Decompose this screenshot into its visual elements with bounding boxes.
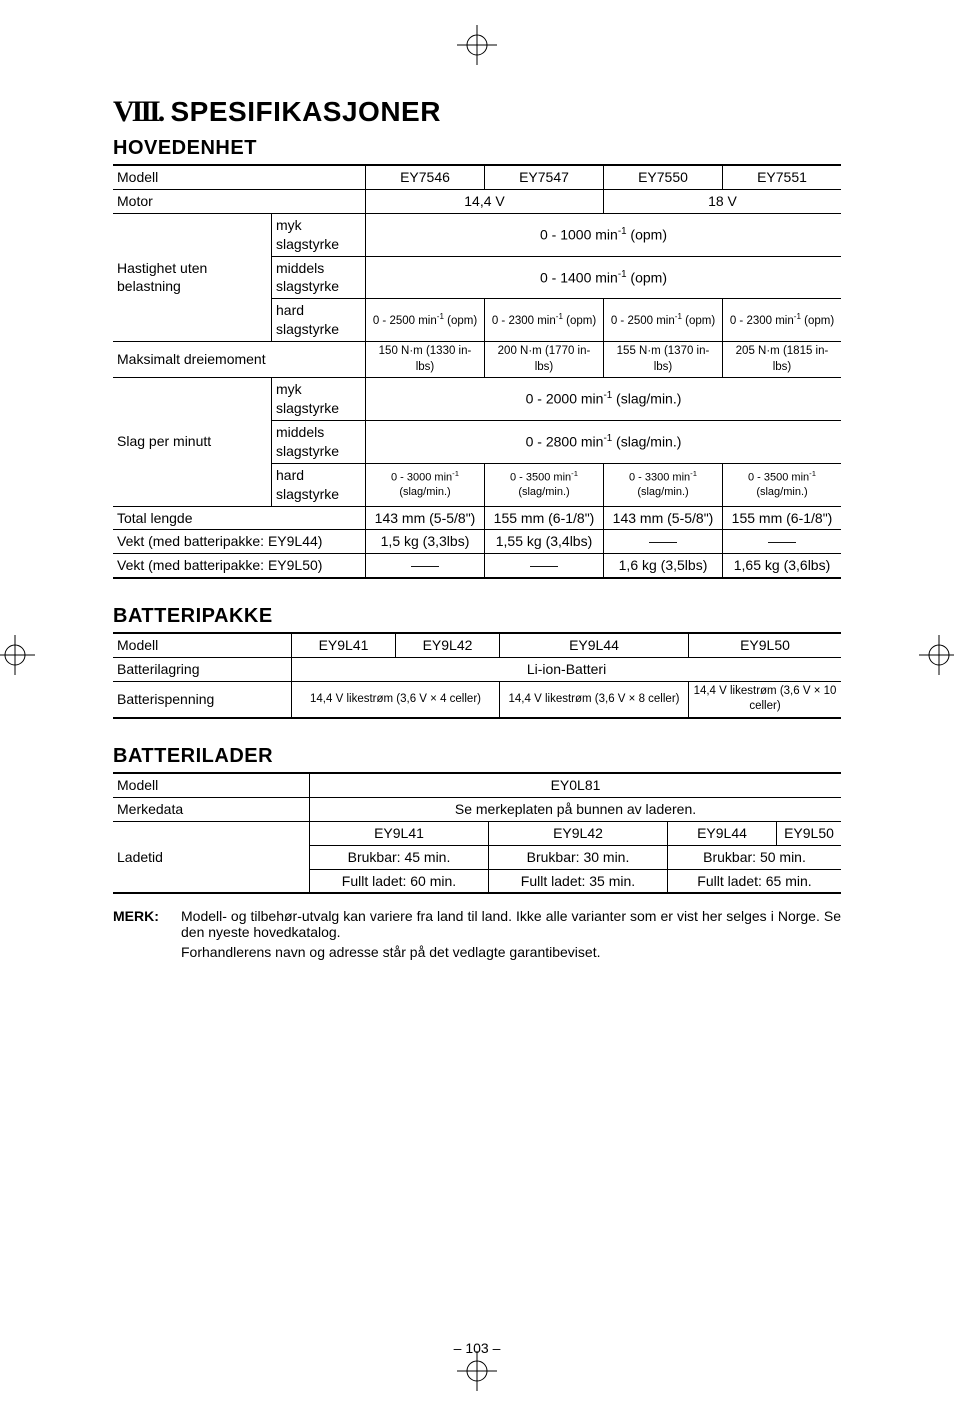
cell: ——: [723, 530, 842, 554]
cell: 14,4 V likestrøm (3,6 V × 10 celler): [689, 681, 842, 718]
label-model: Modell: [113, 773, 310, 797]
label-soft: myk slagstyrke: [272, 378, 366, 421]
cell: 205 N·m (1815 in-lbs): [723, 342, 842, 378]
cell: 0 - 2000 min-1 (slag/min.): [366, 378, 842, 421]
cell: Fullt ladet: 65 min.: [668, 869, 842, 893]
cell: EY9L44: [668, 821, 777, 845]
cell: EY7551: [723, 165, 842, 189]
cell: 0 - 3500 min-1 (slag/min.): [485, 463, 604, 506]
cell: 150 N·m (1330 in-lbs): [366, 342, 485, 378]
crop-mark-right: [919, 635, 954, 675]
label-length: Total lengde: [113, 506, 366, 530]
cell: 155 mm (6-1/8"): [723, 506, 842, 530]
cell: 0 - 3300 min-1 (slag/min.): [604, 463, 723, 506]
label-model: Modell: [113, 633, 292, 657]
cell: 0 - 2300 min-1 (opm): [723, 299, 842, 342]
battery-pack-table: Modell EY9L41 EY9L42 EY9L44 EY9L50 Batte…: [113, 632, 841, 719]
label-motor: Motor: [113, 189, 366, 213]
label-storage: Batterilagring: [113, 658, 292, 682]
cell: Brukbar: 50 min.: [668, 845, 842, 869]
label-hard: hard slagstyrke: [272, 463, 366, 506]
label-chargetime: Ladetid: [113, 821, 310, 893]
cell: Fullt ladet: 60 min.: [310, 869, 489, 893]
cell: 155 mm (6-1/8"): [485, 506, 604, 530]
note-line: Forhandlerens navn og adresse står på de…: [181, 944, 841, 960]
cell: 0 - 3500 min-1 (slag/min.): [723, 463, 842, 506]
cell: EY9L50: [689, 633, 842, 657]
cell: EY9L44: [500, 633, 689, 657]
charger-table: Modell EY0L81 Merkedata Se merkeplaten p…: [113, 772, 841, 894]
cell: 200 N·m (1770 in-lbs): [485, 342, 604, 378]
label-blows: Slag per minutt: [113, 378, 272, 506]
section-title: VIII. SPESIFIKASJONER: [113, 95, 841, 129]
cell: 143 mm (5-5/8"): [604, 506, 723, 530]
cell: 143 mm (5-5/8"): [366, 506, 485, 530]
cell: EY9L42: [489, 821, 668, 845]
cell: 1,5 kg (3,3lbs): [366, 530, 485, 554]
label-speed: Hastighet uten belastning: [113, 213, 272, 341]
crop-mark-bottom: [457, 1351, 497, 1391]
crop-mark-left: [0, 635, 35, 675]
note-block: MERK: Modell- og tilbehør-utvalg kan var…: [113, 908, 841, 960]
cell: 0 - 1000 min-1 (opm): [366, 213, 842, 256]
cell: 0 - 2500 min-1 (opm): [366, 299, 485, 342]
cell: Fullt ladet: 35 min.: [489, 869, 668, 893]
cell: EY9L50: [777, 821, 842, 845]
battery-pack-heading: BATTERIPAKKE: [113, 605, 841, 628]
cell: 14,4 V likestrøm (3,6 V × 8 celler): [500, 681, 689, 718]
cell: Brukbar: 30 min.: [489, 845, 668, 869]
label-torque: Maksimalt dreiemoment: [113, 342, 366, 378]
label-medium: middels slagstyrke: [272, 420, 366, 463]
crop-mark-top: [457, 25, 497, 65]
label-weight44: Vekt (med batteripakke: EY9L44): [113, 530, 366, 554]
note-body: Modell- og tilbehør-utvalg kan variere f…: [181, 908, 841, 960]
note-label: MERK:: [113, 908, 181, 960]
section-title-text: SPESIFIKASJONER: [170, 96, 440, 127]
cell: ——: [366, 554, 485, 578]
cell: 1,65 kg (3,6lbs): [723, 554, 842, 578]
cell: Brukbar: 45 min.: [310, 845, 489, 869]
label-hard: hard slagstyrke: [272, 299, 366, 342]
charger-heading: BATTERILADER: [113, 745, 841, 768]
cell: 155 N·m (1370 in-lbs): [604, 342, 723, 378]
cell: 14,4 V: [366, 189, 604, 213]
cell: EY0L81: [310, 773, 842, 797]
section-number: VIII.: [113, 95, 162, 128]
label-voltage: Batterispenning: [113, 681, 292, 718]
cell: 1,55 kg (3,4lbs): [485, 530, 604, 554]
cell: 0 - 2300 min-1 (opm): [485, 299, 604, 342]
cell: 0 - 1400 min-1 (opm): [366, 256, 842, 299]
cell: EY9L42: [396, 633, 500, 657]
note-line: Modell- og tilbehør-utvalg kan variere f…: [181, 908, 841, 940]
label-weight50: Vekt (med batteripakke: EY9L50): [113, 554, 366, 578]
cell: EY7546: [366, 165, 485, 189]
label-soft: myk slagstyrke: [272, 213, 366, 256]
label-medium: middels slagstyrke: [272, 256, 366, 299]
cell: 0 - 2800 min-1 (slag/min.): [366, 420, 842, 463]
cell: EY7547: [485, 165, 604, 189]
cell: EY9L41: [310, 821, 489, 845]
cell: ——: [485, 554, 604, 578]
cell: EY7550: [604, 165, 723, 189]
cell: Li-ion-Batteri: [292, 658, 842, 682]
cell: 18 V: [604, 189, 842, 213]
label-model: Modell: [113, 165, 366, 189]
cell: ——: [604, 530, 723, 554]
cell: 0 - 3000 min-1 (slag/min.): [366, 463, 485, 506]
cell: Se merkeplaten på bunnen av laderen.: [310, 797, 842, 821]
main-unit-heading: HOVEDENHET: [113, 137, 841, 160]
label-rating: Merkedata: [113, 797, 310, 821]
cell: 0 - 2500 min-1 (opm): [604, 299, 723, 342]
cell: 1,6 kg (3,5lbs): [604, 554, 723, 578]
main-unit-table: Modell EY7546 EY7547 EY7550 EY7551 Motor…: [113, 164, 841, 579]
cell: EY9L41: [292, 633, 396, 657]
cell: 14,4 V likestrøm (3,6 V × 4 celler): [292, 681, 500, 718]
